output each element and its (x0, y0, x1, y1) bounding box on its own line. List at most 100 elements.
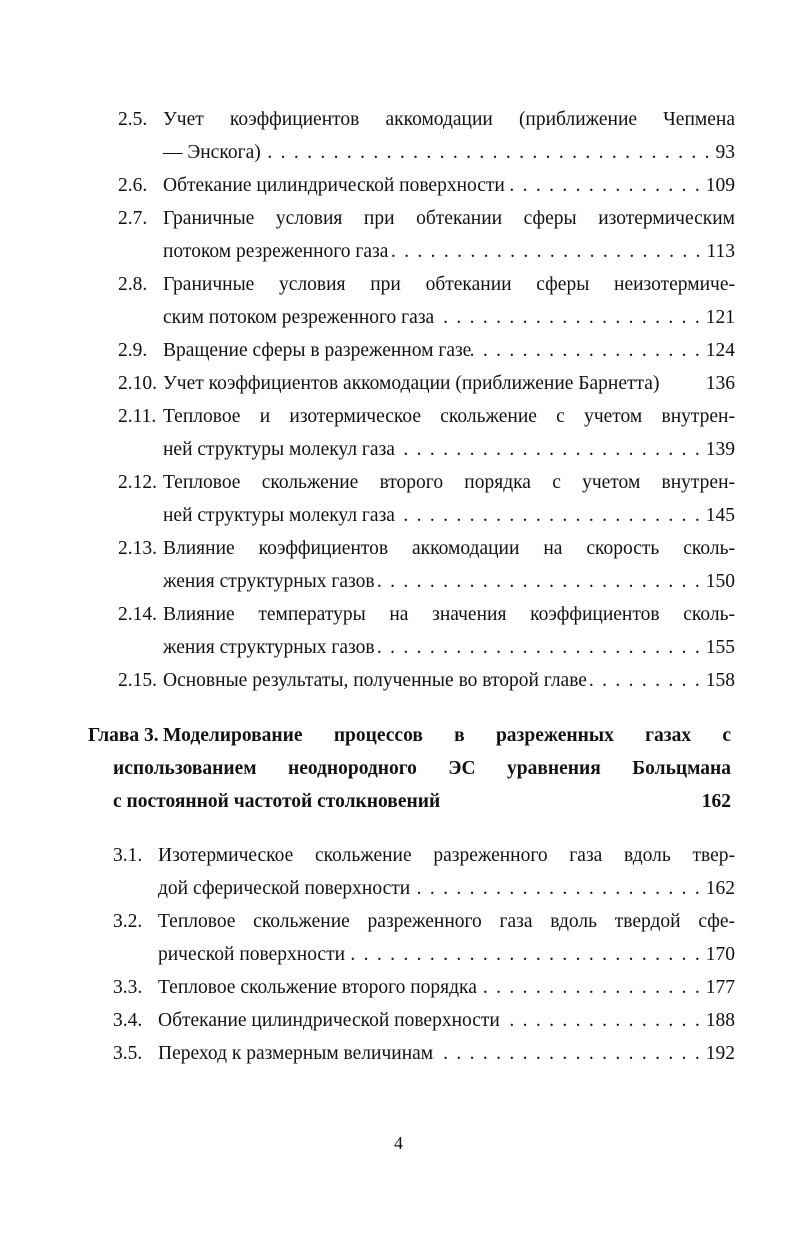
entry-line: жения структурных газов 150 (163, 565, 735, 598)
page-ref: 145 (705, 505, 735, 526)
page-ref: 150 (705, 571, 735, 592)
dot-leader (471, 334, 705, 367)
dot-leader (345, 938, 706, 971)
section-number: 2.7. (118, 208, 148, 229)
entry-title: Тепловое и изотермическое скольжение с у… (163, 406, 735, 427)
entry-title: ней структуры молекул газа (163, 505, 395, 526)
entry-title: Граничные условия при обтекании сферы не… (163, 274, 735, 295)
section-number: 2.14. (118, 604, 157, 625)
entry-title: Обтекание цилиндрической поверхности (163, 175, 505, 196)
page-ref: 162 (701, 791, 731, 812)
entry-line: Моделирование процессов в разреженных га… (163, 719, 731, 752)
section-number: 2.15. (118, 670, 157, 691)
section-number: 2.10. (118, 373, 157, 394)
entry-line: Тепловое и изотермическое скольжение с у… (163, 400, 735, 433)
toc-entry: 2.9. Вращение сферы в разреженном газе 124 (0, 334, 797, 367)
section-number: 2.9. (118, 340, 148, 361)
dot-leader (388, 235, 706, 268)
page-ref: 170 (705, 944, 735, 965)
entry-line: Тепловое скольжение разреженного газа вд… (158, 905, 735, 938)
page-ref: 188 (705, 1010, 735, 1031)
entry-title: с постоянной частотой столкновений (113, 791, 441, 812)
toc-entry: 2.7. Граничные условия при обтекании сфер… (0, 202, 797, 268)
dot-leader (500, 1004, 706, 1037)
dot-leader (587, 664, 706, 697)
entry-title: Тепловое скольжение второго порядка с уч… (163, 472, 735, 493)
entry-title: — Энскога) (163, 142, 261, 163)
toc-entry: 2.5. Учет коэффициентов аккомодации (приб… (0, 103, 797, 169)
toc-entry: 2.6. Обтекание цилиндрической поверхности… (0, 169, 797, 202)
toc-entry: 2.8. Граничные условия при обтекании сфер… (0, 268, 797, 334)
entry-title: Учет коэффициентов аккомодации (приближе… (163, 373, 660, 394)
page-ref: 158 (705, 670, 735, 691)
toc-entry: 3.4. Обтекание цилиндрической поверхности… (0, 1004, 797, 1037)
page-number: 4 (394, 1133, 403, 1153)
entry-line: потоком резреженного газа 113 (163, 235, 735, 268)
section-number: Глава 3. (88, 725, 159, 746)
section-number: 2.12. (118, 472, 157, 493)
entry-line: ней структуры молекул газа 139 (163, 433, 735, 466)
entry-title: Граничные условия при обтекании сферы из… (163, 208, 735, 229)
entry-line: Тепловое скольжение второго порядка 177 (158, 971, 735, 1004)
dot-leader (477, 971, 706, 1004)
toc-entry: 3.5. Переход к размерным величинам 192 (0, 1037, 797, 1070)
section-number: 3.5. (113, 1043, 143, 1064)
entry-line: Изотермическое скольжение разреженного г… (158, 839, 735, 872)
page-ref: 109 (705, 175, 735, 196)
toc-entry: 2.15. Основные результаты, полученные во … (0, 664, 797, 697)
toc-entry: 2.10. Учет коэффициентов аккомодации (при… (0, 367, 797, 400)
entry-title: Вращение сферы в разреженном газе (163, 340, 472, 361)
entry-title: Влияние коэффициентов аккомодации на ско… (163, 538, 735, 559)
entry-title: жения структурных газов (163, 637, 375, 658)
entry-line: жения структурных газов 155 (163, 631, 735, 664)
section-number: 3.1. (113, 845, 143, 866)
entry-title: Тепловое скольжение разреженного газа вд… (158, 911, 735, 932)
entry-line: Обтекание цилиндрической поверхности 188 (158, 1004, 735, 1037)
entry-title: Обтекание цилиндрической поверхности (158, 1010, 500, 1031)
spacer (440, 785, 702, 818)
dot-leader (433, 1037, 706, 1070)
entry-title: ским потоком резреженного газа (163, 307, 435, 328)
page-ref: 124 (705, 340, 735, 361)
page-ref: 113 (706, 241, 735, 262)
spacer (659, 367, 705, 400)
entry-line: с постоянной частотой столкновений 162 (113, 785, 731, 818)
entry-title: Моделирование процессов в разреженных га… (163, 725, 731, 746)
entry-title: Основные результаты, полученные во второ… (163, 670, 587, 691)
entry-line: использованием неоднородного ЭС уравнени… (113, 752, 731, 785)
section-number: 2.8. (118, 274, 148, 295)
entry-line: ским потоком резреженного газа 121 (163, 301, 735, 334)
section-number: 3.4. (113, 1010, 143, 1031)
entry-line: рической поверхности 170 (158, 938, 735, 971)
dot-leader (395, 499, 706, 532)
entry-line: Учет коэффициентов аккомодации (приближе… (163, 103, 735, 136)
entry-title: потоком резреженного газа (163, 241, 389, 262)
toc-entry: 2.14. Влияние температуры на значения коэ… (0, 598, 797, 664)
page-ref: 93 (715, 142, 736, 163)
dot-leader (395, 433, 706, 466)
entry-line: Граничные условия при обтекании сферы из… (163, 202, 735, 235)
entry-title: Учет коэффициентов аккомодации (приближе… (163, 109, 735, 130)
page-ref: 162 (705, 878, 735, 899)
toc-entry: 3.3. Тепловое скольжение второго порядка 1… (0, 971, 797, 1004)
section-number: 2.6. (118, 175, 148, 196)
entry-line: ней структуры молекул газа 145 (163, 499, 735, 532)
table-of-contents: 2.5. Учет коэффициентов аккомодации (приб… (0, 103, 797, 1070)
entry-title: Изотермическое скольжение разреженного г… (158, 845, 735, 866)
page-ref: 192 (705, 1043, 735, 1064)
dot-leader (375, 565, 706, 598)
entry-line: Тепловое скольжение второго порядка с уч… (163, 466, 735, 499)
entry-line: — Энскога) 93 (163, 136, 735, 169)
entry-line: Влияние коэффициентов аккомодации на ско… (163, 532, 735, 565)
entry-line: Переход к размерным величинам 192 (158, 1037, 735, 1070)
section-number: 2.13. (118, 538, 157, 559)
section-number: 2.5. (118, 109, 148, 130)
toc-entry: 2.11. Тепловое и изотермическое скольжени… (0, 400, 797, 466)
chapter-entry: Глава 3. Моделирование процессов в разреж… (0, 719, 797, 818)
dot-leader (375, 631, 706, 664)
page-ref: 121 (705, 307, 735, 328)
entry-line: Влияние температуры на значения коэффици… (163, 598, 735, 631)
section-number: 2.11. (118, 406, 157, 427)
toc-entry: 3.2. Тепловое скольжение разреженного газ… (0, 905, 797, 971)
toc-entry: 2.12. Тепловое скольжение второго порядка… (0, 466, 797, 532)
